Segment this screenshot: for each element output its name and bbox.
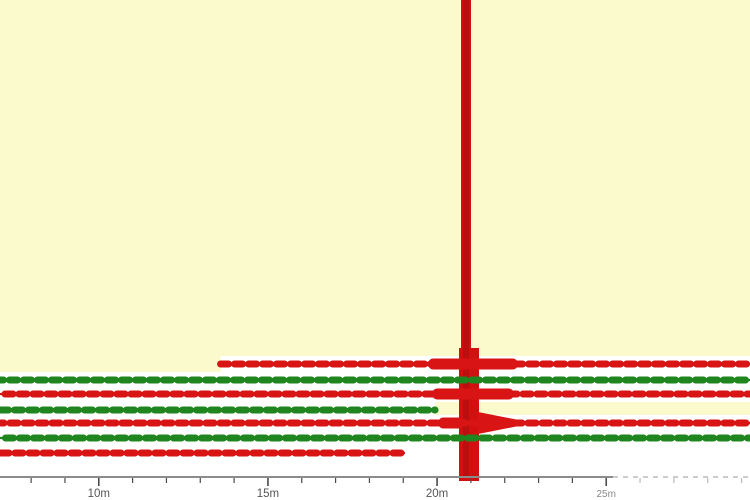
x-tick-label: 10m xyxy=(88,488,110,500)
x-tick-label: 25m xyxy=(596,489,615,500)
x-tick-label: 20m xyxy=(426,488,448,500)
spike-band-core xyxy=(463,0,469,478)
x-tick-label: 15m xyxy=(257,488,279,500)
